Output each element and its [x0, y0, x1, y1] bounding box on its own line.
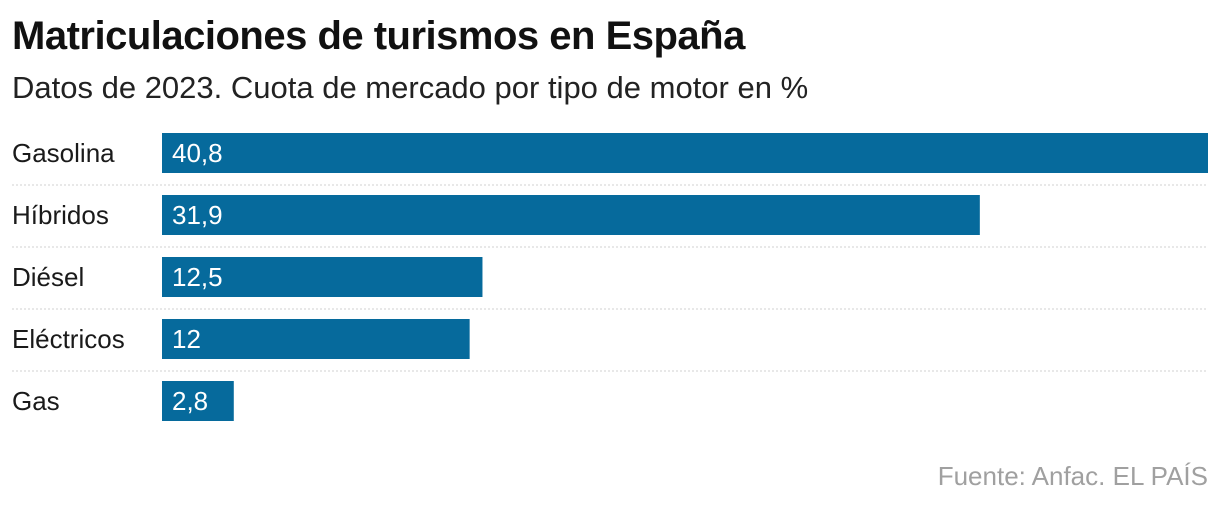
category-label-electricos: Eléctricos — [12, 324, 125, 354]
value-label-gas: 2,8 — [172, 386, 208, 416]
category-label-gas: Gas — [12, 386, 60, 416]
brand-credit: EL PAÍS — [1112, 461, 1208, 491]
bar-gasolina — [162, 133, 1208, 173]
value-label-gasolina: 40,8 — [172, 138, 223, 168]
bar-electricos — [162, 319, 470, 359]
separator: . — [1098, 461, 1113, 491]
category-label-hibridos: Híbridos — [12, 200, 109, 230]
footer: Fuente: Anfac. EL PAÍS — [938, 461, 1208, 492]
chart-title: Matriculaciones de turismos en España — [12, 14, 745, 58]
bar-chart: Gasolina 40,8 Híbridos 31,9 Diésel 12,5 Eléctr… — [12, 133, 1208, 421]
value-label-electricos: 12 — [172, 324, 201, 354]
category-label-gasolina: Gasolina — [12, 138, 115, 168]
source-credit: Fuente: Anfac — [937, 461, 1099, 491]
bar-hibridos — [162, 195, 980, 235]
bar-diesel — [162, 257, 483, 297]
value-label-diesel: 12,5 — [172, 262, 223, 292]
chart-subtitle: Datos de 2023. Cuota de mercado por tipo… — [12, 70, 809, 105]
value-label-hibridos: 31,9 — [172, 200, 223, 230]
category-label-diesel: Diésel — [12, 262, 84, 292]
bar-gas — [162, 381, 234, 421]
